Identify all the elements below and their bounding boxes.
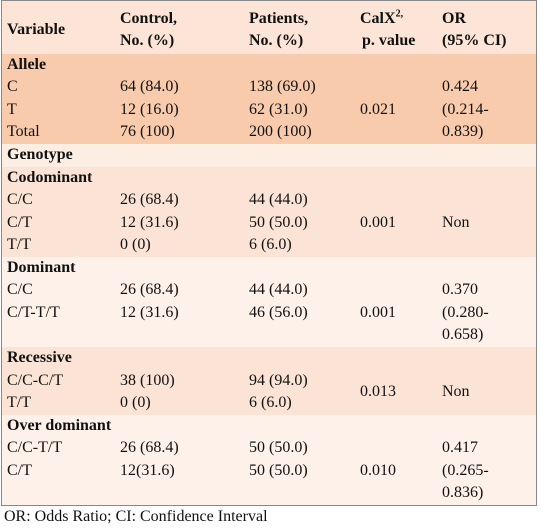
table-cell: 12(31.6) [120, 461, 175, 479]
header-cell: OR [442, 10, 466, 27]
p-cell: 0.013 [360, 370, 396, 415]
header-cell: (95% CI) [442, 32, 507, 49]
or-cell: 0.370 (0.280- 0.658) [442, 279, 489, 346]
p-cell: 0.001 [360, 279, 396, 346]
table-cell: 64 (84.0) [120, 78, 179, 96]
table-cell: C [7, 78, 18, 96]
table-cell: 6 (6.0) [249, 236, 292, 254]
table-cell: T [7, 100, 17, 118]
table-cell: 26 (68.4) [120, 191, 179, 209]
table-cell: 50 (50.0) [249, 461, 308, 479]
table-cell: 44 (44.0) [249, 191, 308, 209]
section-title: Dominant [7, 259, 76, 277]
table-cell: 76 (100) [120, 123, 175, 141]
section: Genotype [2, 144, 536, 167]
or-line: 0.836) [442, 484, 484, 502]
table-cell: 50 (50.0) [249, 213, 308, 231]
table-cell: 26 (68.4) [120, 439, 179, 457]
section: Dominant C/C 26 (68.4) 44 (44.0) C/T-T/T 12 (… [2, 257, 536, 348]
or-line: (0.280- [442, 303, 489, 321]
table-cell: 26 (68.4) [120, 281, 179, 299]
table-cell: 12 (16.0) [120, 100, 179, 118]
header-cell: No. (%) [120, 32, 175, 49]
section-title: Allele [7, 56, 47, 73]
table-cell: C/T [7, 213, 32, 231]
p-value: 0.001 [360, 303, 396, 321]
or-line: Non [442, 382, 470, 400]
header-cell: No. (%) [249, 32, 304, 49]
header-cell: Variable [7, 21, 66, 38]
section: Codominant C/C 26 (68.4) 44 (44.0) C/T 12 (31… [2, 166, 536, 258]
table-cell: 12 (31.6) [120, 213, 179, 231]
table-cell: 38 (100) [120, 371, 175, 389]
p-cell: 0.001 [360, 189, 396, 256]
footnote: OR: Odds Ratio; CI: Confidence Interval [4, 508, 268, 525]
or-cell: 0.424 (0.214- 0.839) [442, 76, 489, 143]
or-line: (0.214- [442, 100, 489, 118]
header-text: CalX [360, 10, 396, 27]
table-cell: 46 (56.0) [249, 303, 308, 321]
or-line: 0.658) [442, 326, 484, 344]
table-cell: 138 (69.0) [249, 78, 316, 96]
table-cell: 0 (0) [120, 236, 151, 254]
section-title: Over dominant [7, 416, 112, 434]
or-line: Non [442, 213, 470, 231]
table-cell: 44 (44.0) [249, 281, 308, 299]
table-cell: T/T [7, 236, 31, 254]
table-body: Allele C 64 (84.0) 138 (69.0) T 12 (16.0) 62 (… [2, 54, 536, 505]
p-cell: 0.021 [360, 76, 396, 143]
table-cell: C/C-T/T [7, 439, 63, 457]
header-cell: p. value [362, 32, 416, 49]
table-cell: 0 (0) [120, 393, 151, 411]
table-cell: 50 (50.0) [249, 439, 308, 457]
section-title: Codominant [7, 168, 93, 186]
section: Over dominant C/C-T/T 26 (68.4) 50 (50.0) C/… [2, 414, 536, 505]
or-line: 0.839) [442, 123, 484, 141]
p-value: 0.010 [360, 461, 396, 479]
table-cell: 94 (94.0) [249, 371, 308, 389]
section: Allele C 64 (84.0) 138 (69.0) T 12 (16.0) 62 (… [2, 54, 536, 145]
table-cell: 6 (6.0) [249, 393, 292, 411]
header-cell: CalX2, [360, 8, 403, 30]
p-value: 0.021 [360, 100, 396, 118]
table: Variable Control, No. (%) Patients, No. … [1, 0, 537, 506]
or-line: (0.265- [442, 461, 489, 479]
table-cell: C/C-C/T [7, 371, 64, 389]
table-cell: C/C [7, 191, 33, 209]
table-cell: C/T-T/T [7, 303, 60, 321]
table-cell: C/C [7, 281, 33, 299]
table-cell: Total [7, 123, 40, 141]
or-cell: Non [442, 370, 470, 415]
or-cell: Non [442, 189, 470, 256]
header-cell: Control, [120, 10, 178, 27]
or-cell: 0.417 (0.265- 0.836) [442, 437, 489, 504]
table-cell: 62 (31.0) [249, 100, 308, 118]
section-title: Recessive [7, 349, 72, 367]
section: Recessive C/C-C/T 38 (100) 94 (94.0) T/T 0 (0… [2, 347, 536, 415]
p-value: 0.001 [360, 213, 396, 231]
header-cell: Patients, [249, 10, 309, 27]
p-value: 0.013 [360, 382, 396, 400]
header-row: Variable Control, No. (%) Patients, No. … [2, 1, 536, 54]
section-title: Genotype [7, 146, 73, 164]
or-line: 0.417 [442, 439, 478, 457]
table-cell: 200 (100) [249, 123, 312, 141]
or-line: 0.370 [442, 281, 478, 299]
p-cell: 0.010 [360, 437, 396, 504]
table-cell: T/T [7, 393, 31, 411]
or-line: 0.424 [442, 78, 478, 96]
header-sup: 2, [395, 8, 404, 20]
table-cell: 12 (31.6) [120, 303, 179, 321]
table-cell: C/T [7, 461, 32, 479]
